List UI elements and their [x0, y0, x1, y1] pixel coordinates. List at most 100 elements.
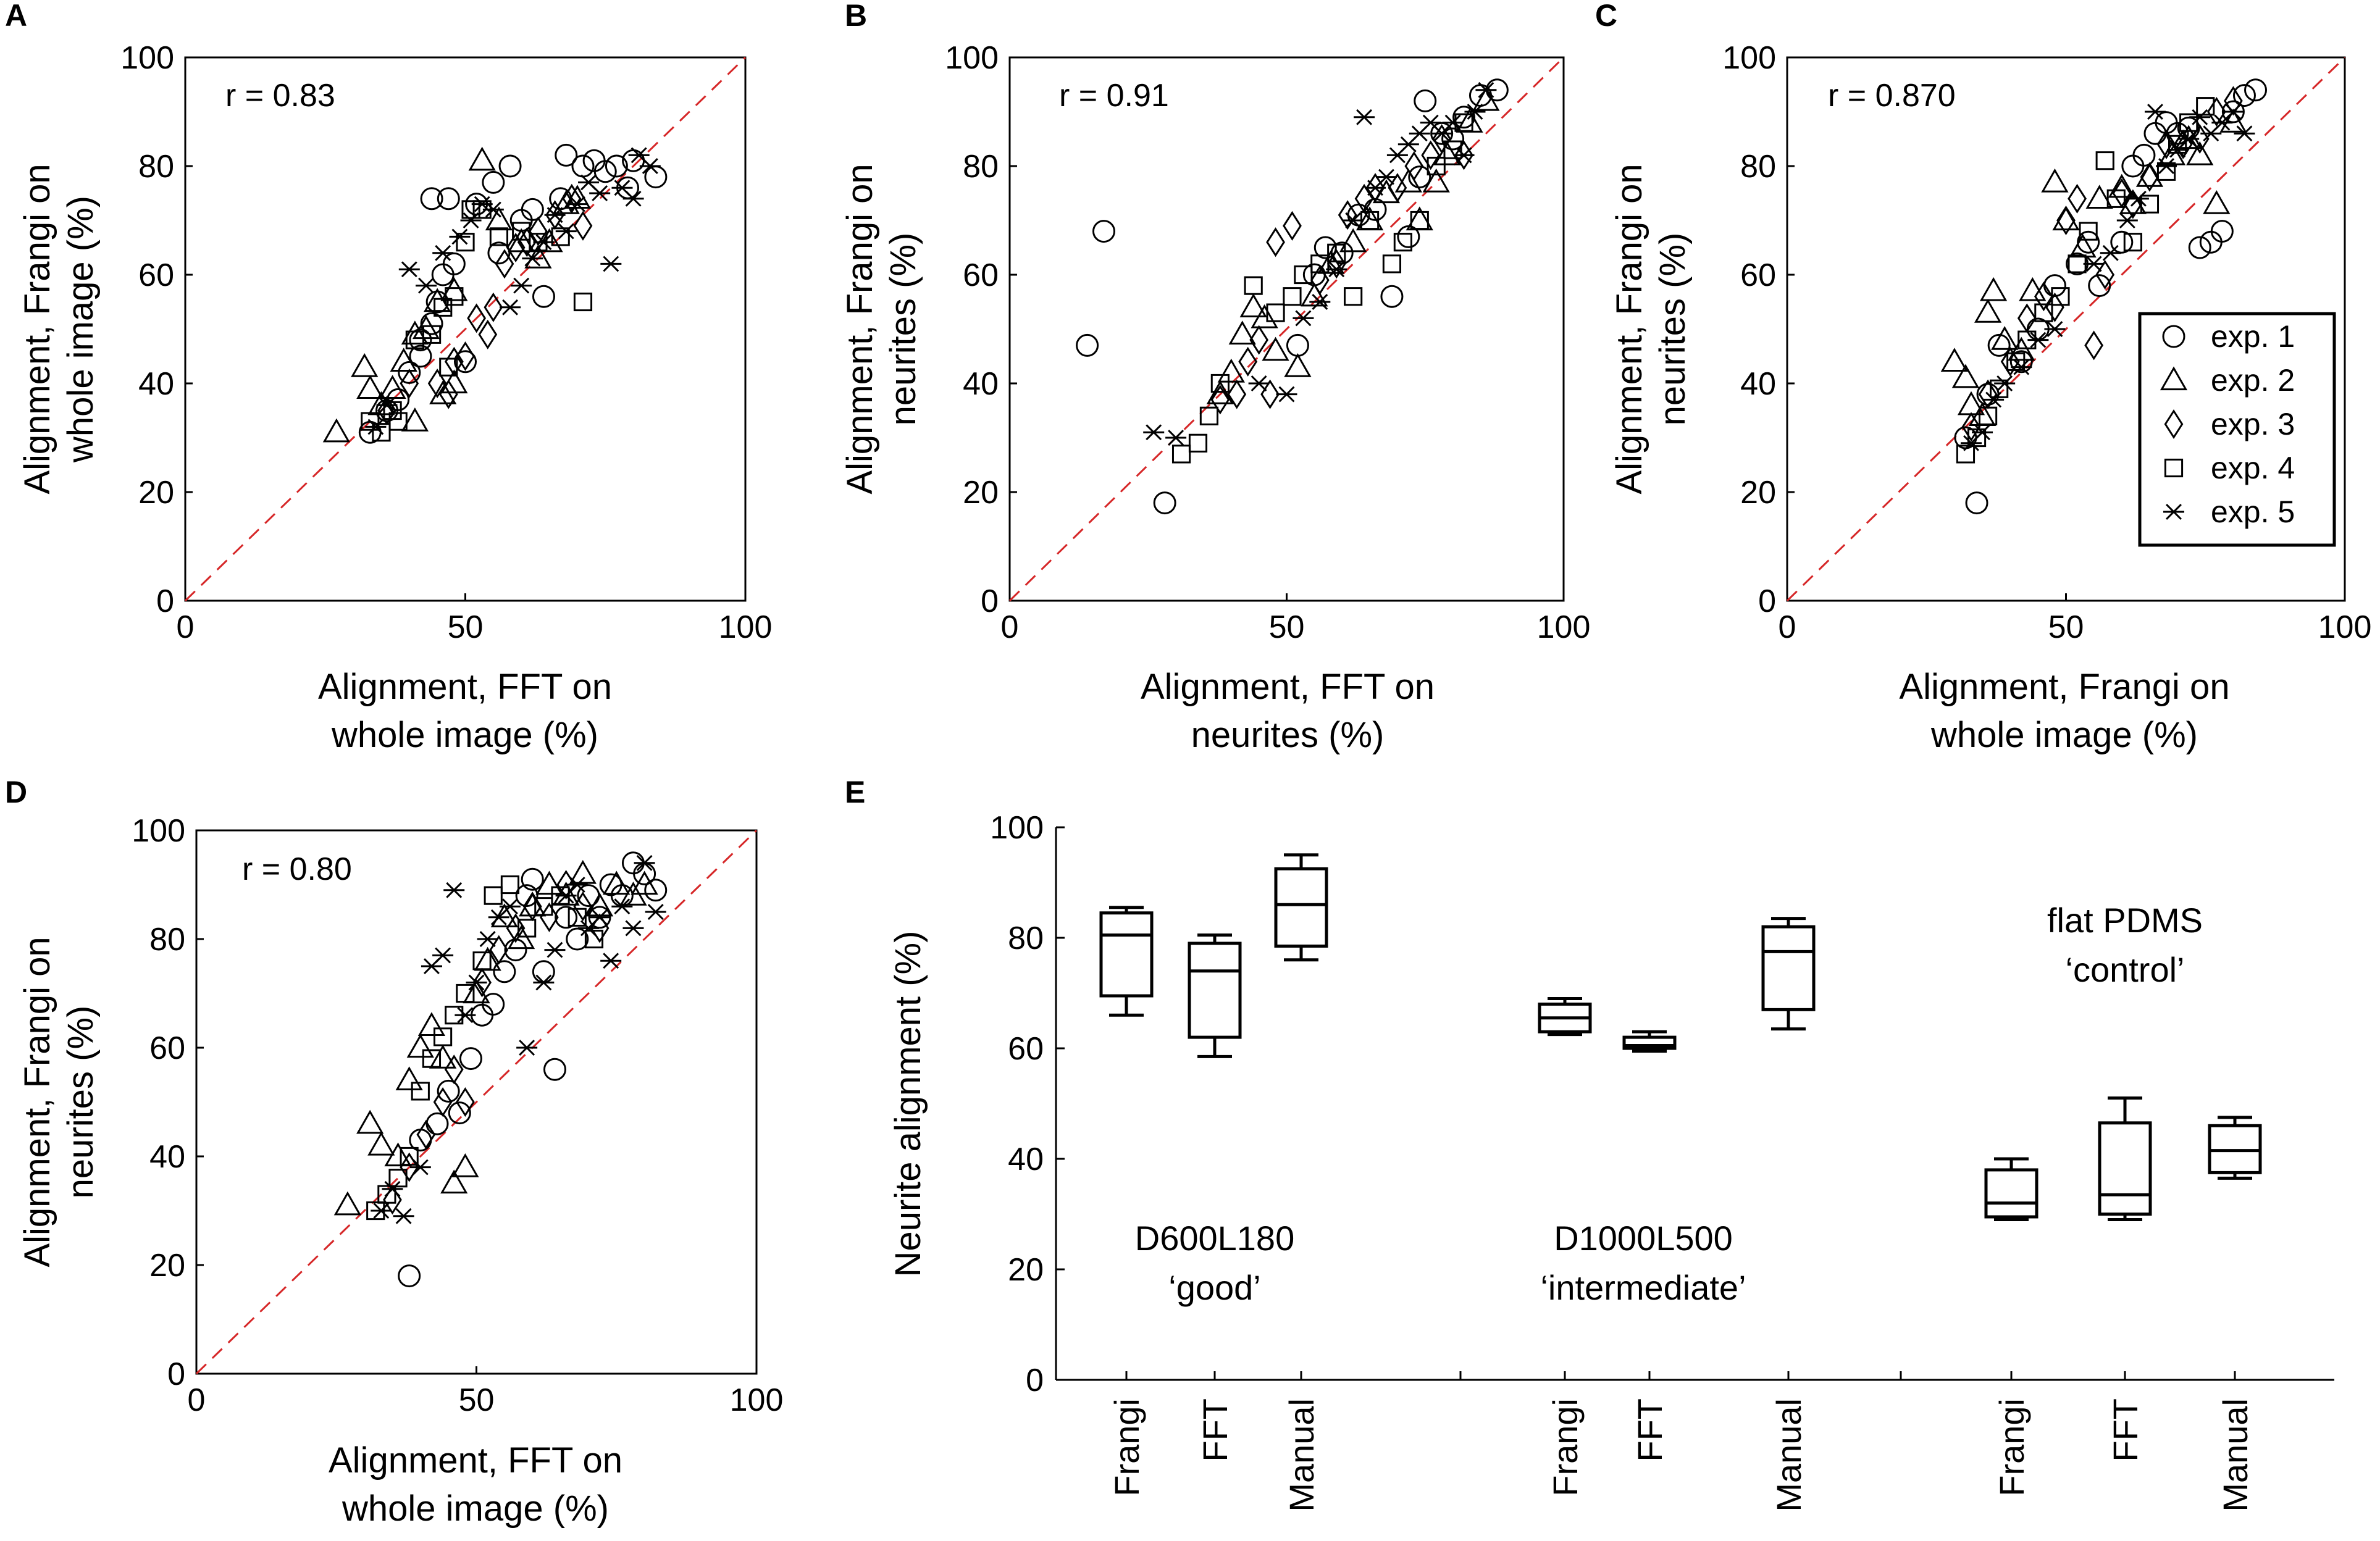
- data-point-star: [477, 931, 498, 947]
- data-point-star: [1293, 310, 1314, 327]
- legend-items: exp. 1 exp. 2 exp. 3 exp. 4 exp. 5: [2160, 319, 2295, 529]
- data-point-diamond: [573, 211, 593, 241]
- group-note-label: ‘good’: [1168, 1268, 1260, 1307]
- y-tick-label: 60: [138, 257, 174, 293]
- data-point-star: [544, 942, 566, 958]
- data-point-square: [2051, 287, 2070, 306]
- legend-marker-triangle: [2160, 366, 2188, 391]
- data-point-triangle: [519, 892, 547, 917]
- data-point-square: [422, 1049, 442, 1068]
- data-point-star: [2011, 359, 2032, 375]
- data-point-circle: [398, 361, 421, 384]
- data-point-diamond: [1249, 325, 1269, 355]
- data-point-triangle: [631, 871, 658, 895]
- data-point-triangle: [1262, 336, 1289, 361]
- box-iqr: [1761, 925, 1816, 1011]
- data-point-star: [1475, 81, 1497, 98]
- data-point-star: [455, 1007, 476, 1024]
- data-point-star: [488, 909, 509, 925]
- y-tick-label: 40: [149, 1139, 185, 1175]
- data-point-triangle: [1228, 320, 1256, 345]
- data-point-square: [388, 1169, 408, 1188]
- data-point-square: [1210, 374, 1230, 393]
- legend-marker-diamond: [2164, 409, 2184, 440]
- data-point-star: [2144, 104, 2166, 120]
- axis-ticks-d: 0 50 100 0 20 40 60 80 100: [132, 813, 783, 1418]
- data-point-diamond: [506, 913, 526, 943]
- data-point-triangle: [1206, 380, 1234, 404]
- data-point-circle: [2244, 78, 2268, 102]
- data-point-star: [2116, 212, 2138, 228]
- y-axis-label-a-line2: whole image (%): [61, 196, 101, 463]
- data-point-diamond: [438, 379, 458, 409]
- data-point-circle: [493, 960, 516, 983]
- data-point-triangle: [569, 859, 597, 884]
- panel-label-d: D: [5, 775, 27, 809]
- data-point-circle: [442, 252, 466, 275]
- data-point-triangle: [507, 925, 535, 950]
- x-tick-label: 50: [2048, 609, 2084, 645]
- data-point-star: [398, 261, 420, 278]
- data-point-square: [1310, 254, 1330, 274]
- data-point-square: [2123, 233, 2142, 252]
- data-point-circle: [448, 1101, 471, 1125]
- data-point-star: [511, 277, 532, 294]
- data-point-square: [1344, 287, 1363, 306]
- y-tick-label: 20: [138, 475, 174, 511]
- y-tick-label: 80: [1008, 921, 1044, 956]
- data-point-triangle: [485, 206, 513, 231]
- data-point-star: [1983, 391, 2005, 408]
- data-point-star: [2178, 131, 2200, 147]
- data-point-diamond: [2045, 292, 2064, 322]
- data-point-triangle: [401, 407, 429, 432]
- x-tick-label: 100: [2318, 609, 2372, 645]
- data-point-square: [1956, 445, 1976, 464]
- data-point-star: [499, 898, 521, 915]
- data-point-diamond: [1210, 385, 1230, 415]
- x-tick-label: 50: [459, 1382, 495, 1418]
- data-point-diamond: [2068, 183, 2087, 214]
- data-point-star: [2223, 104, 2244, 120]
- data-point-circle: [2132, 143, 2156, 167]
- data-point-diamond: [540, 902, 559, 932]
- data-point-circle: [2110, 230, 2134, 254]
- data-point-diamond: [506, 232, 526, 263]
- panel-label-a: A: [5, 0, 27, 33]
- data-point-circle: [398, 1264, 421, 1288]
- data-point-square: [2034, 303, 2053, 322]
- legend-marker-square: [2164, 458, 2184, 478]
- y-axis-label-a-line1: Alignment, Frangi on: [17, 164, 57, 494]
- data-point-square: [1327, 243, 1346, 262]
- data-point-star: [443, 882, 465, 898]
- y-tick-label: 40: [1008, 1142, 1044, 1177]
- data-point-circle: [1441, 127, 1465, 151]
- data-point-triangle: [1284, 353, 1312, 377]
- group-name-label: D1000L500: [1554, 1219, 1733, 1258]
- data-point-triangle: [2041, 168, 2069, 193]
- data-point-triangle: [356, 375, 384, 399]
- data-point-diamond: [1283, 211, 1302, 241]
- data-point-square: [517, 919, 537, 938]
- x-tick-label: 0: [1779, 609, 1796, 645]
- data-point-star: [516, 1040, 538, 1056]
- data-point-square: [1294, 265, 1313, 285]
- y-tick-label: 0: [1758, 583, 1776, 619]
- correlation-label-b: r = 0.91: [1059, 78, 1169, 114]
- data-point-star: [376, 397, 398, 414]
- data-point-circle: [387, 388, 410, 411]
- data-point-star: [416, 277, 437, 294]
- x-tick-label: 50: [1269, 609, 1305, 645]
- data-point-diamond: [1238, 346, 1258, 377]
- data-point-circle: [532, 285, 555, 308]
- x-axis-label-c-line1: Alignment, Frangi on: [1899, 667, 2229, 707]
- data-point-triangle: [429, 380, 457, 404]
- group-note-label: ‘control’: [2066, 950, 2185, 989]
- data-point-circle: [1965, 491, 1988, 515]
- y-axis-label-c-line1: Alignment, Frangi on: [1609, 164, 1649, 494]
- data-point-diamond: [2056, 205, 2076, 236]
- method-label-frangi: Frangi: [1546, 1398, 1585, 1497]
- method-label-manual: Manual: [2216, 1398, 2255, 1512]
- x-tick-label: 50: [448, 609, 484, 645]
- y-tick-label: 0: [981, 583, 999, 619]
- x-axis-label-c-line2: whole image (%): [1930, 715, 2198, 755]
